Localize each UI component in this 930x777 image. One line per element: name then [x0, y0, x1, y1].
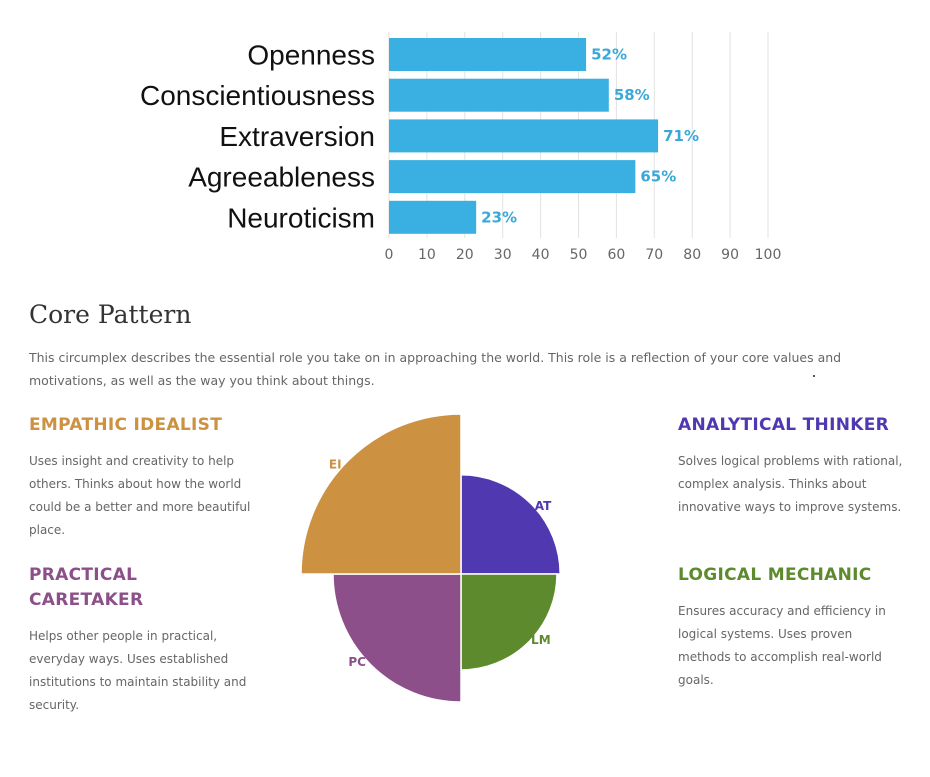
x-tick-label: 60	[607, 247, 625, 263]
x-tick-label: 20	[456, 247, 474, 263]
category-label: Extraversion	[219, 121, 375, 152]
bar	[389, 200, 477, 234]
bar-chart-value-labels: 52% 58% 71% 65% 23%	[481, 46, 699, 227]
bar	[389, 38, 587, 71]
value-label: 23%	[481, 208, 517, 226]
pattern-description: Solves logical problems with rational, c…	[678, 454, 903, 514]
pattern-heading: LOGICAL MECHANIC	[678, 565, 872, 585]
section-description: This circumplex describes the essential …	[29, 350, 842, 388]
personality-bar-chart: Openness Conscientiousness Extraversion Agr…	[140, 32, 782, 263]
pattern-empathic-idealist: EMPATHIC IDEALIST Uses insight and creat…	[29, 413, 259, 542]
x-tick-label: 70	[645, 247, 663, 263]
x-tick-label: 80	[683, 247, 701, 263]
pattern-heading: EMPATHIC IDEALIST	[29, 415, 223, 435]
pattern-heading: ANALYTICAL THINKER	[678, 415, 889, 435]
bar	[389, 78, 609, 112]
section-title: Core Pattern	[29, 300, 192, 329]
category-label: Openness	[247, 40, 375, 71]
value-label: 58%	[614, 86, 650, 104]
circumplex-label: LM	[531, 633, 551, 647]
circumplex-label: AT	[535, 499, 552, 513]
bar	[389, 160, 636, 194]
x-tick-label: 100	[755, 247, 782, 263]
category-label: Conscientiousness	[140, 80, 375, 111]
category-label: Neuroticism	[227, 202, 375, 233]
pattern-description: Uses insight and creativity to help othe…	[29, 454, 251, 537]
pattern-description: Helps other people in practical, everyda…	[29, 629, 247, 712]
x-tick-label: 50	[570, 247, 588, 263]
x-tick-label: 40	[532, 247, 550, 263]
circumplex-chart: AT LM PC EI	[300, 413, 561, 703]
pattern-logical-mechanic: LOGICAL MECHANIC Ensures accuracy and ef…	[678, 563, 908, 692]
value-label: 52%	[591, 46, 627, 64]
circumplex-label: EI	[329, 457, 342, 471]
circumplex-wedge	[300, 413, 462, 575]
bar-chart-bars	[389, 38, 659, 234]
bar-chart-x-axis: 0 10 20 30 40 50 60 70 80 90 100	[385, 247, 782, 263]
circumplex-wedge	[460, 474, 561, 575]
pattern-analytical-thinker: ANALYTICAL THINKER Solves logical proble…	[678, 413, 908, 519]
bar	[389, 119, 659, 153]
pattern-practical-caretaker: PRACTICAL CARETAKER Helps other people i…	[29, 563, 259, 717]
x-tick-label: 90	[721, 247, 739, 263]
circumplex-label: PC	[348, 655, 366, 669]
value-label: 65%	[640, 168, 676, 186]
stray-dot	[813, 375, 815, 377]
x-tick-label: 0	[385, 247, 394, 263]
bar-chart-category-labels: Openness Conscientiousness Extraversion Agr…	[140, 40, 375, 234]
circumplex-labels: AT LM PC EI	[329, 457, 552, 669]
x-tick-label: 10	[418, 247, 436, 263]
category-label: Agreeableness	[188, 162, 375, 193]
circumplex-wedge	[332, 573, 462, 703]
circumplex-wedge	[460, 573, 558, 671]
pattern-description: Ensures accuracy and efficiency in logic…	[678, 604, 886, 687]
x-tick-label: 30	[494, 247, 512, 263]
pattern-heading: PRACTICAL CARETAKER	[29, 565, 144, 610]
circumplex-wedges	[300, 413, 561, 703]
value-label: 71%	[663, 127, 699, 145]
